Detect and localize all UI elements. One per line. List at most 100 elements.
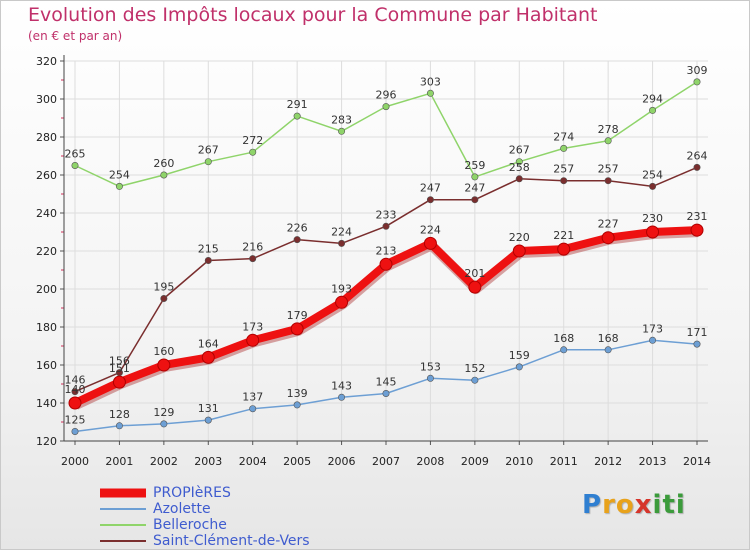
data-point-saint-clement-de-vers (649, 182, 657, 190)
data-label-saint-clement-de-vers: 254 (642, 168, 663, 181)
legend-item-azolette: Azolette (100, 501, 310, 517)
data-label-belleroche: 283 (331, 113, 352, 126)
x-tick-label: 2002 (150, 455, 178, 468)
proxiti-logo: Proxiti (582, 490, 686, 520)
legend-label-propieres: PROPIèRES (153, 485, 231, 501)
data-point-propieres (379, 257, 393, 271)
data-point-belleroche (249, 148, 257, 156)
data-label-belleroche: 291 (287, 98, 308, 111)
data-point-saint-clement-de-vers (560, 177, 568, 185)
legend-item-belleroche: Belleroche (100, 517, 310, 533)
x-tick-label: 2005 (283, 455, 311, 468)
chart-title: Evolution des Impôts locaux pour la Comm… (28, 4, 598, 26)
data-label-saint-clement-de-vers: 224 (331, 225, 352, 238)
legend-label-azolette: Azolette (153, 501, 211, 517)
data-label-propieres: 201 (464, 267, 485, 280)
data-point-saint-clement-de-vers (338, 239, 346, 247)
data-point-saint-clement-de-vers (204, 256, 212, 264)
data-label-saint-clement-de-vers: 146 (65, 374, 86, 387)
y-tick-label: 140 (36, 397, 57, 410)
data-label-belleroche: 278 (598, 123, 619, 136)
legend-swatch-belleroche (100, 524, 146, 526)
data-label-azolette: 153 (420, 360, 441, 373)
logo-letter: x (634, 490, 653, 520)
data-point-propieres (512, 244, 526, 258)
x-tick-label: 2007 (372, 455, 400, 468)
data-point-azolette (560, 346, 568, 354)
data-label-saint-clement-de-vers: 264 (687, 149, 708, 162)
data-label-propieres: 221 (553, 229, 574, 242)
data-point-azolette (649, 336, 657, 344)
data-point-belleroche (604, 137, 612, 145)
data-point-propieres (468, 280, 482, 294)
data-label-propieres: 231 (687, 210, 708, 223)
y-tick-label: 240 (36, 207, 57, 220)
data-label-saint-clement-de-vers: 258 (509, 161, 530, 174)
data-point-belleroche (204, 158, 212, 166)
data-point-saint-clement-de-vers (293, 236, 301, 244)
data-label-propieres: 213 (376, 244, 397, 257)
data-label-azolette: 131 (198, 402, 219, 415)
data-point-saint-clement-de-vers (160, 294, 168, 302)
x-tick-label: 2014 (683, 455, 711, 468)
data-label-propieres: 224 (420, 223, 441, 236)
data-label-belleroche: 272 (242, 134, 263, 147)
data-point-azolette (382, 389, 390, 397)
x-tick-label: 2012 (594, 455, 622, 468)
data-label-saint-clement-de-vers: 216 (242, 241, 263, 254)
chart-subtitle: (en € et par an) (28, 29, 123, 43)
data-label-belleroche: 274 (553, 130, 574, 143)
data-point-belleroche (160, 171, 168, 179)
data-label-belleroche: 267 (509, 144, 530, 157)
data-point-belleroche (649, 106, 657, 114)
data-point-propieres (157, 358, 171, 372)
data-label-azolette: 159 (509, 349, 530, 362)
x-tick-label: 2010 (505, 455, 533, 468)
y-tick-label: 200 (36, 283, 57, 296)
data-point-belleroche (382, 103, 390, 111)
data-label-belleroche: 303 (420, 75, 441, 88)
y-tick-label: 120 (36, 435, 57, 448)
data-label-azolette: 173 (642, 322, 663, 335)
data-point-propieres (112, 375, 126, 389)
data-point-saint-clement-de-vers (426, 196, 434, 204)
x-tick-label: 2008 (416, 455, 444, 468)
logo-letter: P (582, 490, 603, 520)
y-tick-label: 300 (36, 93, 57, 106)
data-point-propieres (246, 333, 260, 347)
data-label-azolette: 125 (65, 414, 86, 427)
data-point-saint-clement-de-vers (71, 388, 79, 396)
data-point-belleroche (560, 144, 568, 152)
data-label-propieres: 227 (598, 218, 619, 231)
data-label-belleroche: 254 (109, 168, 130, 181)
data-point-propieres (335, 295, 349, 309)
data-label-saint-clement-de-vers: 215 (198, 243, 219, 256)
legend-label-saint-clement: Saint-Clément-de-Vers (153, 533, 310, 549)
data-label-propieres: 173 (242, 320, 263, 333)
logo-letter: i (675, 490, 686, 520)
data-point-azolette (160, 420, 168, 428)
legend-swatch-saint-clement (100, 540, 146, 542)
data-label-azolette: 168 (598, 332, 619, 345)
data-point-saint-clement-de-vers (382, 222, 390, 230)
legend-swatch-propieres (100, 488, 146, 498)
data-label-azolette: 152 (464, 362, 485, 375)
y-tick-label: 180 (36, 321, 57, 334)
data-label-belleroche: 296 (376, 89, 397, 102)
data-label-propieres: 230 (642, 212, 663, 225)
data-point-belleroche (338, 127, 346, 135)
data-point-azolette (426, 374, 434, 382)
data-point-saint-clement-de-vers (249, 255, 257, 263)
x-tick-label: 2003 (194, 455, 222, 468)
data-point-propieres (423, 236, 437, 250)
legend: PROPIèRES Azolette Belleroche Saint-Clém… (100, 485, 310, 549)
data-label-saint-clement-de-vers: 247 (464, 182, 485, 195)
y-tick-label: 320 (36, 55, 57, 68)
data-label-saint-clement-de-vers: 226 (287, 222, 308, 235)
data-label-azolette: 145 (376, 376, 397, 389)
y-tick-label: 160 (36, 359, 57, 372)
logo-letter: o (615, 490, 635, 520)
data-label-saint-clement-de-vers: 195 (153, 281, 174, 294)
data-label-belleroche: 265 (65, 148, 86, 161)
